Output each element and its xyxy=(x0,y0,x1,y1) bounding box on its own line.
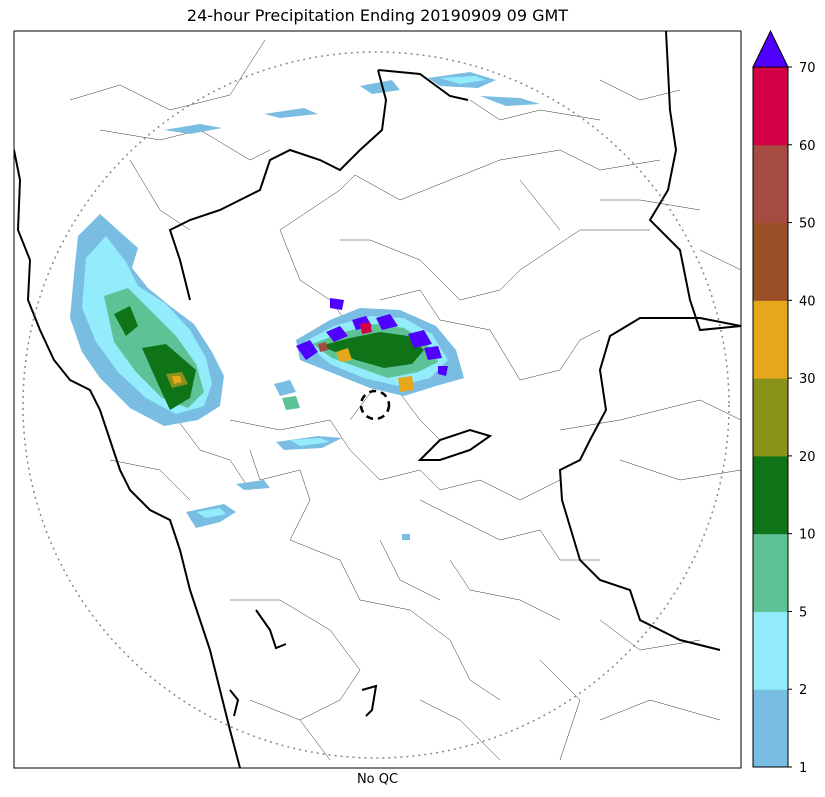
colorbar-tick-label: 50 xyxy=(799,217,816,232)
map-frame xyxy=(13,30,742,769)
precip-central-system xyxy=(296,298,464,396)
colorbar-segment xyxy=(753,689,788,768)
colorbar-segment xyxy=(753,300,788,379)
map-area xyxy=(14,31,741,768)
map-xlabel: No QC xyxy=(356,772,399,787)
map-title: 24-hour Precipitation Ending 20190909 09… xyxy=(186,6,569,25)
colorbar-tick-label: 60 xyxy=(799,139,816,154)
precip-south-bands xyxy=(186,380,410,540)
radar-range-ring xyxy=(22,51,730,759)
colorbar-tick-label: 30 xyxy=(799,372,816,387)
colorbar-segment xyxy=(753,378,788,457)
colorbar-segment xyxy=(753,611,788,690)
precip-north-streaks xyxy=(164,72,540,134)
colorbar-tick-label: 10 xyxy=(799,528,816,543)
colorbar-segment xyxy=(753,222,788,301)
colorbar-segment xyxy=(753,455,788,535)
colorbar-tick-label: 20 xyxy=(799,450,816,465)
colorbar-tick-label: 70 xyxy=(799,61,816,76)
colorbar-frame xyxy=(752,66,789,768)
precip-west-system xyxy=(70,214,224,426)
state-boundaries xyxy=(14,31,741,768)
colorbar-segment xyxy=(753,67,788,146)
colorbar-segment xyxy=(753,144,788,224)
colorbar-tick-label: 1 xyxy=(799,761,807,776)
colorbar-tick-label: 5 xyxy=(799,605,807,620)
colorbar-tick-label: 40 xyxy=(799,294,816,309)
colorbar-tick-label: 2 xyxy=(799,683,807,698)
colorbar-segment xyxy=(753,533,788,612)
district-boundaries xyxy=(69,39,741,761)
colorbar: 1 2 5 10 20 30 40 50 60 70 xyxy=(752,29,816,776)
radar-site-marker xyxy=(359,389,391,421)
colorbar-extend-triangle xyxy=(752,29,789,68)
